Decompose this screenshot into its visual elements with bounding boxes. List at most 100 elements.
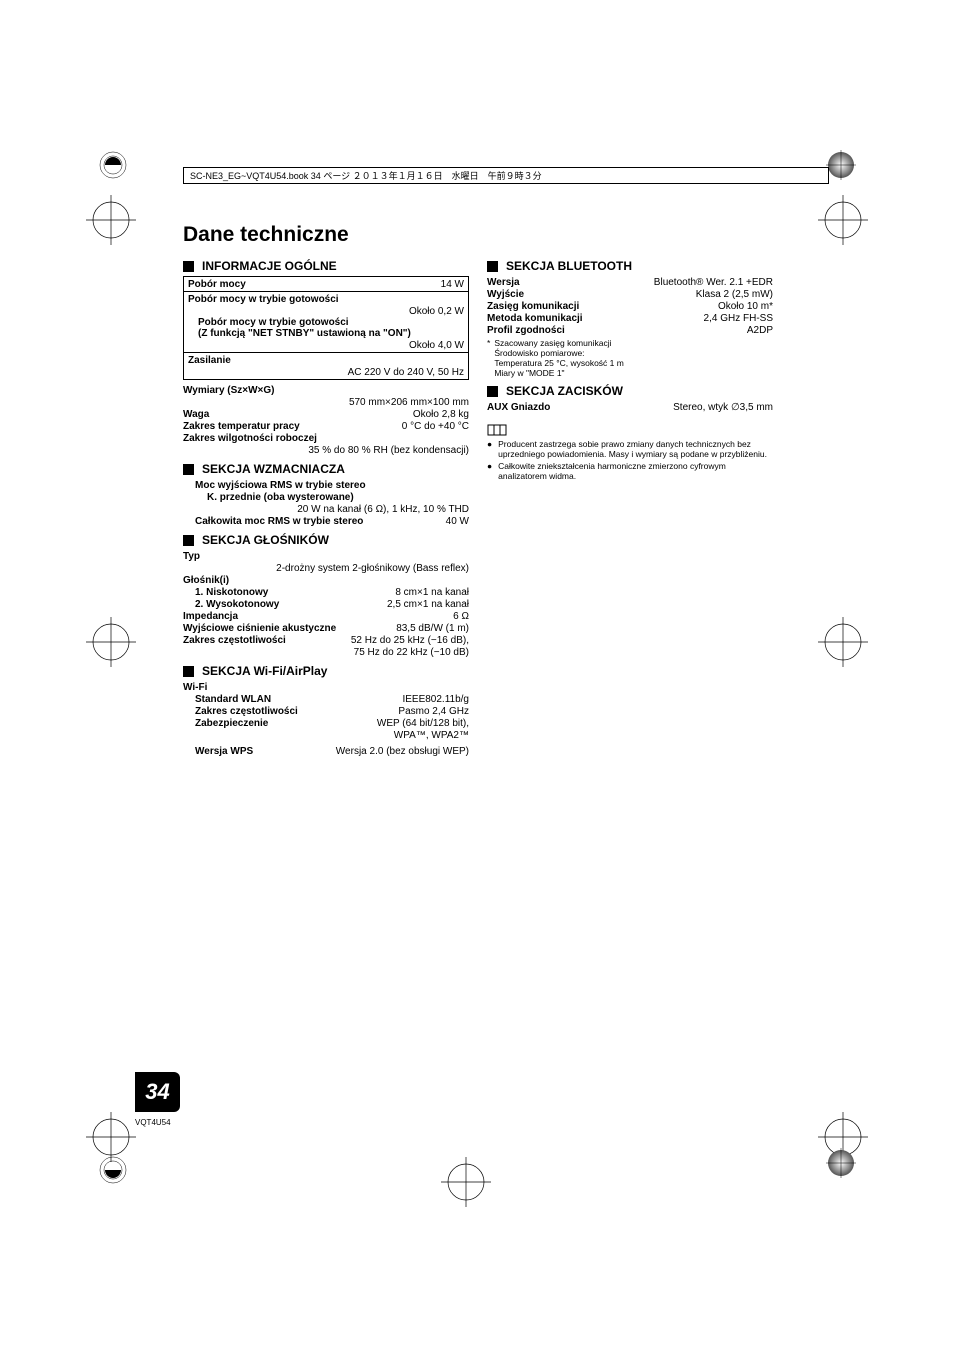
section-marker-icon	[183, 261, 194, 272]
security-value: WEP (64 bit/128 bit),	[377, 718, 469, 729]
rms-stereo-label: Moc wyjściowa RMS w trybie stereo	[195, 480, 366, 491]
page-code: VQT4U54	[135, 1118, 171, 1127]
notes-icon-row	[487, 423, 773, 437]
power-consumption-label: Pobór mocy	[188, 279, 246, 290]
wps-label: Wersja WPS	[195, 746, 253, 757]
humidity-label: Zakres wilgotności roboczej	[183, 433, 317, 444]
bt-range-value: Około 10 m*	[718, 301, 773, 312]
registration-circle-icon	[826, 150, 856, 180]
section-marker-icon	[487, 386, 498, 397]
standby-net-label: Pobór mocy w trybie gotowości	[188, 317, 464, 328]
bt-profile-label: Profil zgodności	[487, 325, 565, 336]
impedance-value: 6 Ω	[453, 611, 469, 622]
section-amplifier-header: SEKCJA WZMACNIACZA	[183, 462, 469, 476]
section-bluetooth-title: SEKCJA BLUETOOTH	[506, 259, 632, 273]
main-content: Dane techniczne INFORMACJE OGÓLNE Pobór …	[183, 223, 773, 757]
registration-circle-icon	[826, 1148, 856, 1178]
dimensions-value: 570 mm×206 mm×100 mm	[349, 397, 469, 408]
bt-footnote: * Szacowany zasięg komunikacji Środowisk…	[487, 338, 773, 378]
standby-label: Pobór mocy w trybie gotowości	[188, 294, 339, 305]
section-marker-icon	[487, 261, 498, 272]
main-title: Dane techniczne	[183, 223, 773, 247]
bt-output-label: Wyjście	[487, 289, 524, 300]
print-header-bar: SC-NE3_EG~VQT4U54.book 34 ページ ２０１３年１月１６日…	[183, 167, 829, 184]
power-supply-label: Zasilanie	[188, 355, 231, 366]
crop-mark-icon	[818, 195, 868, 245]
wlan-value: IEEE802.11b/g	[402, 694, 469, 705]
freq-value2: 75 Hz do 22 kHz (−10 dB)	[354, 647, 469, 658]
wlan-label: Standard WLAN	[195, 694, 271, 705]
weight-value: Około 2,8 kg	[413, 409, 469, 420]
bt-version-value: Bluetooth® Wer. 2.1 +EDR	[654, 277, 773, 288]
section-wifi-header: SEKCJA Wi-Fi/AirPlay	[183, 664, 469, 678]
bt-profile-value: A2DP	[747, 325, 773, 336]
section-wifi-title: SEKCJA Wi-Fi/AirPlay	[202, 664, 327, 678]
print-header-text: SC-NE3_EG~VQT4U54.book 34 ページ ２０１３年１月１６日…	[190, 171, 542, 181]
section-marker-icon	[183, 464, 194, 475]
humidity-value: 35 % do 80 % RH (bez kondensacji)	[308, 445, 469, 456]
woofer-label: 1. Niskotonowy	[195, 587, 268, 598]
aux-label: AUX Gniazdo	[487, 402, 550, 413]
freq-value: 52 Hz do 25 kHz (−16 dB),	[351, 635, 469, 646]
spl-label: Wyjściowe ciśnienie akustyczne	[183, 623, 336, 634]
left-column: INFORMACJE OGÓLNE Pobór mocy 14 W Pobór …	[183, 259, 469, 757]
right-column: SEKCJA BLUETOOTH Wersja Bluetooth® Wer. 2…	[487, 259, 773, 757]
registration-circle-icon	[98, 1155, 128, 1185]
section-general-header: INFORMACJE OGÓLNE	[183, 259, 469, 273]
tweeter-value: 2,5 cm×1 na kanał	[387, 599, 469, 610]
wps-value: Wersja 2.0 (bez obsługi WEP)	[336, 746, 469, 757]
bt-method-value: 2,4 GHz FH-SS	[704, 313, 773, 324]
security-value2: WPA™, WPA2™	[394, 730, 469, 741]
crop-mark-icon	[818, 617, 868, 667]
crop-mark-icon	[86, 195, 136, 245]
section-speakers-title: SEKCJA GŁOŚNIKÓW	[202, 533, 329, 547]
bt-output-value: Klasa 2 (2,5 mW)	[696, 289, 773, 300]
wifi-freq-value: Pasmo 2,4 GHz	[398, 706, 469, 717]
temp-value: 0 °C do +40 °C	[402, 421, 469, 432]
bt-method-label: Metoda komunikacji	[487, 313, 583, 324]
front-channel-value: 20 W na kanał (6 Ω), 1 kHz, 10 % THD	[297, 504, 469, 515]
note-2-text: Całkowite zniekształcenia harmoniczne zm…	[498, 461, 773, 481]
total-rms-value: 40 W	[446, 516, 469, 527]
general-spec-table: Pobór mocy 14 W Pobór mocy w trybie goto…	[183, 276, 469, 380]
woofer-value: 8 cm×1 na kanał	[395, 587, 469, 598]
standby-value: Około 0,2 W	[409, 306, 464, 317]
section-speakers-header: SEKCJA GŁOŚNIKÓW	[183, 533, 469, 547]
note-1: ● Producent zastrzega sobie prawo zmiany…	[487, 439, 773, 459]
section-terminals-header: SEKCJA ZACISKÓW	[487, 384, 773, 398]
standby-net-sublabel: (Z funkcją "NET STNBY" ustawioną na "ON"…	[188, 328, 464, 339]
temp-label: Zakres temperatur pracy	[183, 421, 300, 432]
crop-mark-icon	[86, 617, 136, 667]
type-value: 2-drożny system 2-głośnikowy (Bass refle…	[276, 563, 469, 574]
wifi-label: Wi-Fi	[183, 682, 207, 693]
aux-value: Stereo, wtyk ∅3,5 mm	[673, 402, 773, 413]
bt-footnote-2: Środowisko pomiarowe:	[494, 348, 624, 358]
dimensions-label: Wymiary (Sz×W×G)	[183, 385, 275, 396]
crop-mark-icon	[441, 1157, 491, 1207]
section-bluetooth-header: SEKCJA BLUETOOTH	[487, 259, 773, 273]
weight-label: Waga	[183, 409, 209, 420]
total-rms-label: Całkowita moc RMS w trybie stereo	[195, 516, 363, 527]
impedance-label: Impedancja	[183, 611, 238, 622]
wifi-freq-label: Zakres częstotliwości	[195, 706, 298, 717]
bt-version-label: Wersja	[487, 277, 520, 288]
page-number: 34	[135, 1072, 180, 1112]
registration-circle-icon	[98, 150, 128, 180]
type-label: Typ	[183, 551, 200, 562]
speakers-label: Głośnik(i)	[183, 575, 229, 586]
section-amplifier-title: SEKCJA WZMACNIACZA	[202, 462, 345, 476]
note-2: ● Całkowite zniekształcenia harmoniczne …	[487, 461, 773, 481]
spl-value: 83,5 dB/W (1 m)	[396, 623, 469, 634]
section-general-title: INFORMACJE OGÓLNE	[202, 259, 337, 273]
bt-footnote-4: Miary w "MODE 1"	[494, 368, 624, 378]
note-1-text: Producent zastrzega sobie prawo zmiany d…	[498, 439, 773, 459]
section-marker-icon	[183, 535, 194, 546]
security-label: Zabezpieczenie	[195, 718, 268, 729]
section-terminals-title: SEKCJA ZACISKÓW	[506, 384, 623, 398]
front-channel-label: K. przednie (oba wysterowane)	[207, 492, 354, 503]
freq-label: Zakres częstotliwości	[183, 635, 286, 646]
bt-range-label: Zasięg komunikacji	[487, 301, 579, 312]
bt-footnote-1: Szacowany zasięg komunikacji	[494, 338, 624, 348]
bt-footnote-3: Temperatura 25 °C, wysokość 1 m	[494, 358, 624, 368]
power-supply-value: AC 220 V do 240 V, 50 Hz	[348, 367, 464, 378]
